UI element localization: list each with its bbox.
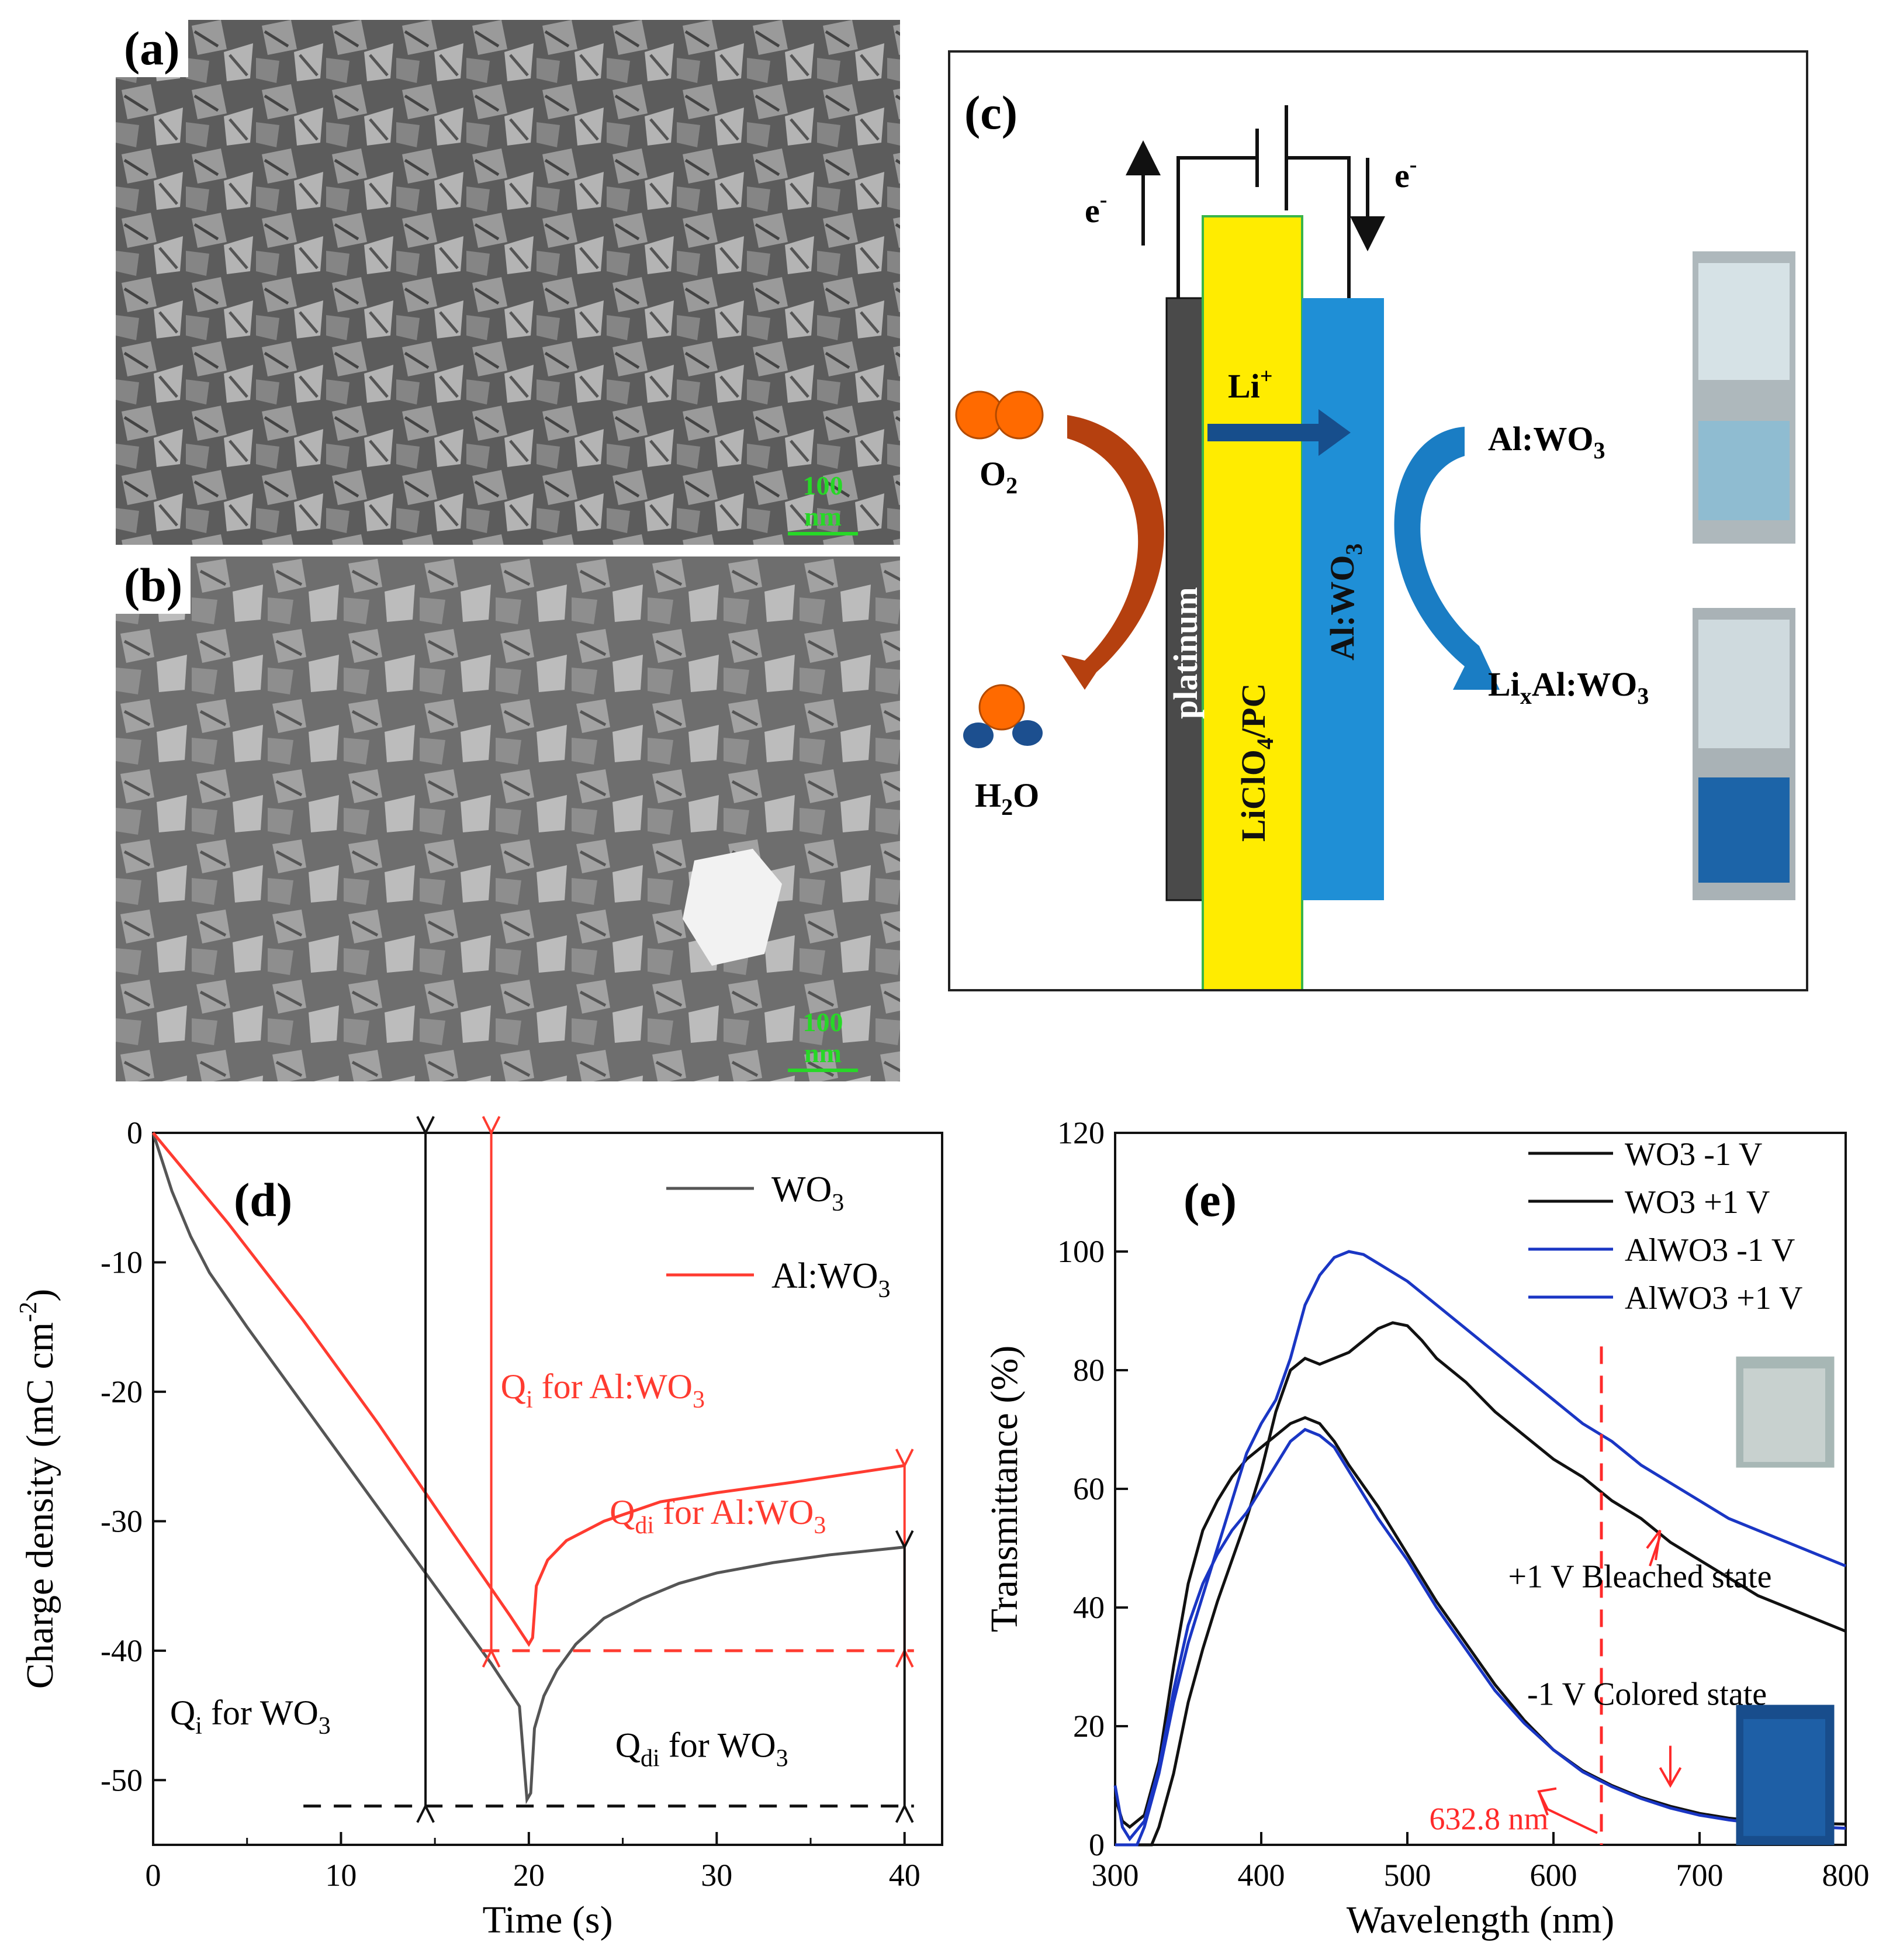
qi-al-arrow-head bbox=[482, 1648, 501, 1668]
li-ion-label: Li+ bbox=[1228, 364, 1272, 405]
oxygen-atom-icon bbox=[995, 390, 1044, 440]
sem-image-b: (b) 100 nm bbox=[116, 556, 900, 1081]
qi-wo3-arrow-head bbox=[416, 1116, 435, 1136]
electrode-left-text: platinum bbox=[1167, 587, 1205, 719]
lithiation-curved-arrow bbox=[1394, 427, 1500, 690]
reduction-curved-arrow bbox=[1061, 415, 1164, 690]
schematic-svg: (c) e- e- platinum LiClO4/PC Al:WO3 Li+ … bbox=[955, 86, 1795, 995]
electrode-right-text: Al:WO3 bbox=[1323, 544, 1367, 661]
hydrogen-atom-icon bbox=[963, 723, 994, 748]
y-tick-label: -20 bbox=[101, 1374, 143, 1409]
x-tick-label: 700 bbox=[1676, 1858, 1724, 1893]
y-axis-label: Transmittance (%) bbox=[983, 1346, 1026, 1633]
x-tick-label: 600 bbox=[1530, 1858, 1577, 1893]
qdi-wo3-label: Qdi for WO3 bbox=[615, 1726, 788, 1772]
sem-texture-b bbox=[116, 556, 900, 1081]
x-tick-label: 40 bbox=[889, 1858, 920, 1893]
x-tick-label: 800 bbox=[1822, 1858, 1870, 1893]
x-tick-label: 20 bbox=[513, 1858, 545, 1893]
x-tick-label: 30 bbox=[701, 1858, 732, 1893]
electron-right-label: e- bbox=[1394, 153, 1417, 195]
wavelength-marker-label: 632.8 nm bbox=[1430, 1802, 1549, 1837]
oxygen-atom-icon bbox=[978, 684, 1025, 731]
legend-label: WO3 -1 V bbox=[1625, 1136, 1762, 1173]
o2-label: O2 bbox=[980, 455, 1018, 499]
qdi-wo3-arrow-head bbox=[895, 1803, 914, 1823]
series-line-3 bbox=[1115, 1250, 1846, 1847]
device-photo-colored bbox=[1693, 608, 1795, 900]
x-axis-label: Time (s) bbox=[482, 1899, 612, 1941]
panel-label-d: (d) bbox=[234, 1173, 292, 1226]
y-tick-label: -40 bbox=[101, 1633, 143, 1668]
series-line-al-wo3 bbox=[152, 1132, 905, 1647]
colored-sample-photo-inner bbox=[1743, 1719, 1825, 1836]
x-tick-label: 300 bbox=[1092, 1858, 1139, 1893]
y-tick-label: 80 bbox=[1073, 1353, 1105, 1388]
qdi-al-label: Qdi for Al:WO3 bbox=[610, 1493, 826, 1539]
series-line-wo3 bbox=[151, 1132, 905, 1805]
y-tick-label: -50 bbox=[101, 1762, 143, 1797]
qi-wo3-arrow-head bbox=[416, 1803, 435, 1823]
y-tick-label: -30 bbox=[101, 1503, 143, 1539]
panel-label-e: (e) bbox=[1183, 1173, 1237, 1226]
scalebar-a-text: 100 nm bbox=[802, 471, 843, 531]
wo3-electrode bbox=[1302, 298, 1384, 900]
circuit-wires bbox=[1176, 105, 1351, 298]
legend-label: AlWO3 -1 V bbox=[1625, 1232, 1795, 1268]
panel-label-a: (a) bbox=[116, 20, 188, 77]
qi-wo3-label: Qi for WO3 bbox=[170, 1693, 331, 1740]
y-tick-label: 0 bbox=[127, 1115, 143, 1150]
y-axis-label: Charge density (mC cm-2) bbox=[15, 1289, 61, 1689]
electrolyte-layer bbox=[1202, 215, 1303, 995]
qi-al-arrow-head bbox=[482, 1116, 501, 1136]
series-line-2 bbox=[1113, 1427, 1846, 1842]
chart-e: 300 400 500 600 700 800 0 20 40 60 80 100 120 Wavelen… bbox=[983, 1115, 1870, 1941]
panel-label-b: (b) bbox=[116, 556, 191, 614]
legend-label: WO3 bbox=[771, 1170, 844, 1216]
y-tick-label: 120 bbox=[1057, 1115, 1105, 1150]
qi-al-label: Qi for Al:WO3 bbox=[501, 1367, 705, 1413]
bleached-pointer-head bbox=[1646, 1529, 1662, 1561]
colored-state-label: -1 V Colored state bbox=[1527, 1676, 1767, 1712]
electron-left-label: e- bbox=[1085, 188, 1107, 230]
sem-texture-a bbox=[116, 20, 900, 545]
x-tick-label: 400 bbox=[1238, 1858, 1285, 1893]
x-tick-label: 0 bbox=[146, 1858, 161, 1893]
colored-pointer-head bbox=[1659, 1767, 1682, 1788]
x-tick-label: 10 bbox=[325, 1858, 357, 1893]
y-tick-label: -10 bbox=[101, 1245, 143, 1280]
x-axis-label: Wavelength (nm) bbox=[1347, 1899, 1614, 1941]
marker-pointer-head bbox=[1537, 1787, 1557, 1816]
series-line-1 bbox=[1115, 1321, 1846, 1847]
plot-frame bbox=[152, 1132, 943, 1846]
y-tick-label: 20 bbox=[1073, 1709, 1105, 1744]
qdi-wo3-arrow-head bbox=[895, 1530, 914, 1550]
device-photo-bleached bbox=[1693, 251, 1795, 544]
y-tick-label: 40 bbox=[1073, 1590, 1105, 1625]
bleached-state-label: +1 V Bleached state bbox=[1508, 1558, 1772, 1595]
state-top-label: Al:WO3 bbox=[1488, 420, 1605, 464]
bleached-sample-photo-inner bbox=[1743, 1368, 1825, 1462]
legend-label: Al:WO3 bbox=[771, 1256, 891, 1303]
legend-label: AlWO3 +1 V bbox=[1625, 1280, 1802, 1316]
y-tick-label: 0 bbox=[1089, 1827, 1105, 1862]
schematic-panel-c: (c) e- e- platinum LiClO4/PC Al:WO3 Li+ … bbox=[948, 50, 1808, 995]
scalebar-b: 100 nm bbox=[788, 1007, 858, 1072]
qdi-al-arrow-head bbox=[895, 1449, 914, 1468]
y-tick-label: 100 bbox=[1057, 1234, 1105, 1269]
electrolyte-text: LiClO4/PC bbox=[1234, 683, 1278, 842]
h2o-label: H2O bbox=[975, 776, 1039, 820]
scalebar-a: 100 nm bbox=[788, 470, 858, 535]
series-line-0 bbox=[1113, 1416, 1846, 1829]
panel-label-c: (c) bbox=[964, 86, 1018, 139]
x-tick-label: 500 bbox=[1384, 1858, 1431, 1893]
sem-image-a: (a) 100 nm bbox=[116, 20, 900, 545]
hydrogen-atom-icon bbox=[1012, 720, 1043, 746]
legend-label: WO3 +1 V bbox=[1625, 1184, 1770, 1221]
y-tick-label: 60 bbox=[1073, 1471, 1105, 1506]
li-ion-arrow bbox=[1207, 409, 1351, 456]
scalebar-b-text: 100 nm bbox=[802, 1007, 843, 1068]
state-bottom-label: LixAl:WO3 bbox=[1488, 665, 1649, 709]
chart-d: 0 10 20 30 40 0 -10 -20 -30 -40 -50 Time (s) Charge … bbox=[15, 1115, 943, 1941]
